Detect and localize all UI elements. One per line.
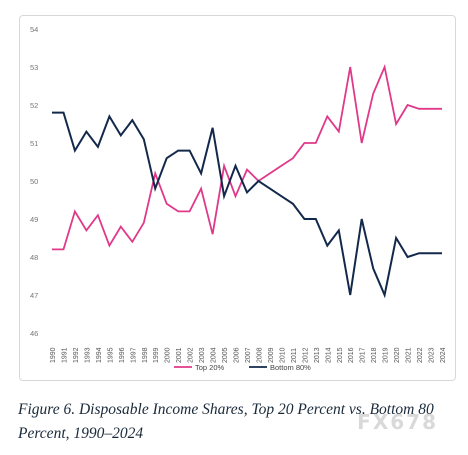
y-tick-label: 50 — [30, 177, 38, 186]
x-tick-label: 2009 — [268, 347, 275, 363]
x-tick-label: 2015 — [337, 347, 344, 363]
x-tick-label: 2005 — [222, 347, 229, 363]
x-tick-label: 2002 — [188, 347, 195, 363]
x-tick-label: 2012 — [302, 347, 309, 363]
x-tick-label: 1996 — [119, 347, 126, 363]
x-tick-label: 2006 — [234, 347, 241, 363]
x-tick-label: 2017 — [360, 347, 367, 363]
y-tick-label: 48 — [30, 253, 38, 262]
watermark: FX678 — [357, 410, 438, 434]
y-tick-label: 51 — [30, 139, 38, 148]
x-tick-label: 2020 — [394, 347, 401, 363]
x-tick-label: 2014 — [325, 347, 332, 363]
chart-card: 54 53 52 51 50 49 48 47 46 1990 1991 1992 1993 1994 19… — [19, 15, 456, 381]
line-chart: 54 53 52 51 50 49 48 47 46 1990 1991 1992 1993 1994 19… — [30, 25, 447, 372]
x-tick-label: 1992 — [73, 347, 80, 363]
y-tick-label: 49 — [30, 215, 38, 224]
x-tick-label: 1998 — [142, 347, 149, 363]
x-tick-label: 2018 — [371, 347, 378, 363]
figure-caption: Figure 6. Disposable Income Shares, Top … — [18, 401, 434, 442]
x-tick-label: 2007 — [245, 347, 252, 363]
x-tick-label: 2008 — [256, 347, 263, 363]
x-tick-label: 1999 — [153, 347, 160, 363]
x-tick-label: 2024 — [440, 347, 447, 363]
x-tick-label: 1995 — [107, 347, 114, 363]
y-tick-label: 53 — [30, 63, 38, 72]
legend-label: Bottom 80% — [270, 363, 311, 372]
x-tick-label: 2016 — [348, 347, 355, 363]
y-tick-label: 46 — [30, 329, 38, 338]
x-tick-label: 2019 — [383, 347, 390, 363]
y-tick-label: 47 — [30, 291, 38, 300]
series-line-bottom-80 — [52, 111, 442, 299]
x-tick-label: 2011 — [291, 348, 298, 363]
y-tick-label: 54 — [30, 25, 38, 34]
x-tick-label: 2010 — [279, 347, 286, 363]
x-tick-label: 1990 — [50, 347, 57, 363]
x-tick-label: 2000 — [165, 347, 172, 363]
x-tick-label: 2022 — [417, 347, 424, 363]
x-tick-label: 2021 — [406, 347, 413, 363]
x-tick-label: 1994 — [96, 347, 103, 363]
series-line-top-20 — [52, 63, 442, 251]
x-tick-label: 2001 — [176, 347, 183, 363]
x-tick-label: 1991 — [61, 347, 68, 363]
x-tick-label: 1993 — [84, 347, 91, 363]
legend-label: Top 20% — [195, 363, 225, 372]
x-tick-label: 2023 — [429, 347, 436, 363]
x-tick-label: 1997 — [130, 347, 137, 363]
x-tick-label: 2013 — [314, 347, 321, 363]
x-tick-label: 2003 — [199, 347, 206, 363]
x-tick-label: 2004 — [211, 347, 218, 363]
y-tick-label: 52 — [30, 101, 38, 110]
